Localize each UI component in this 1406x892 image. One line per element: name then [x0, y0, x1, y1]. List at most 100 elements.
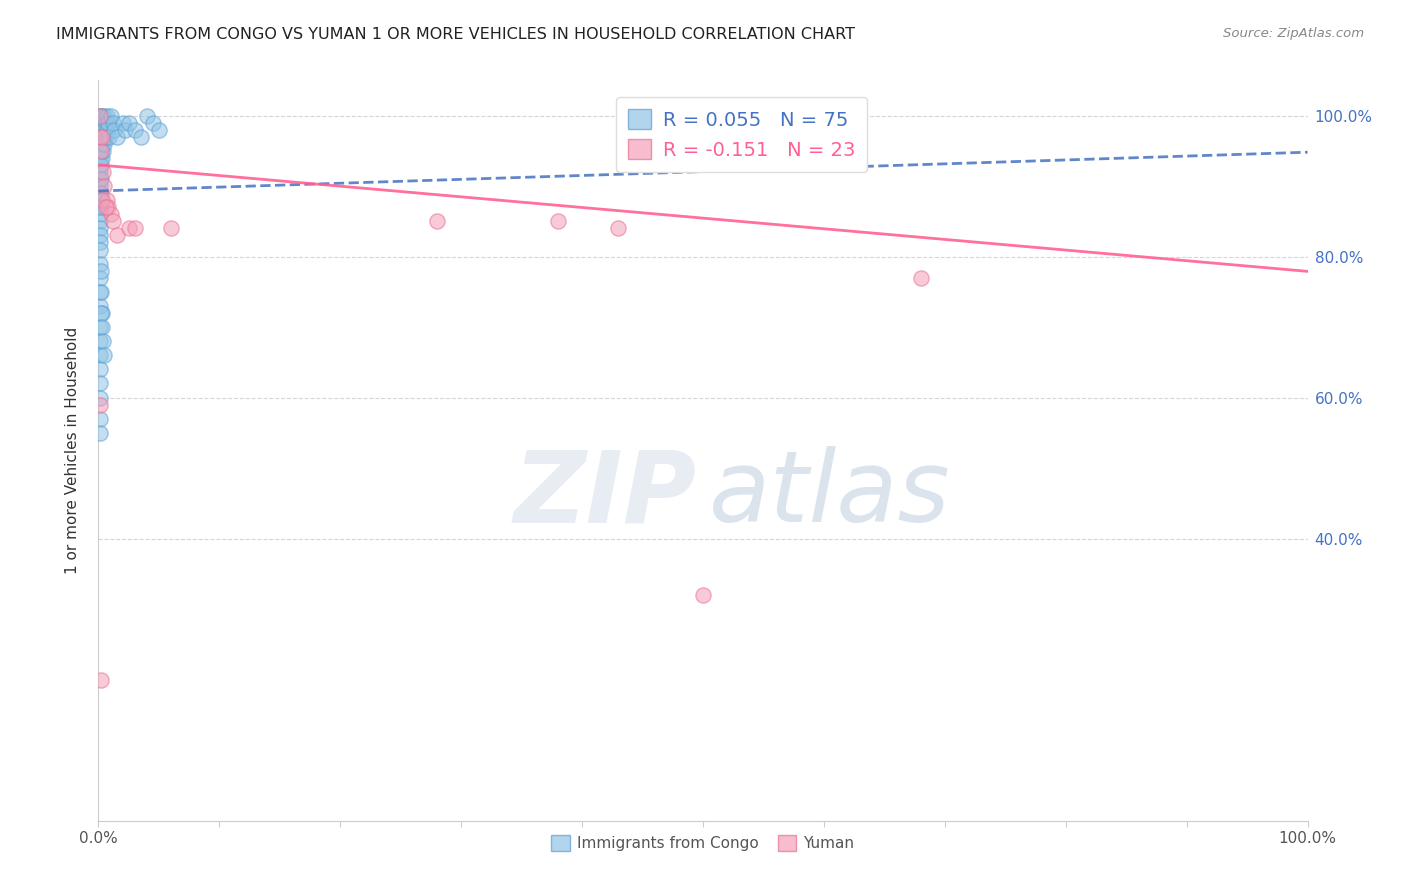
Point [98, 129, 121, 144]
Point [89, 109, 111, 123]
Point [93, 136, 115, 151]
Point [89, 151, 111, 165]
Point [89, 285, 111, 299]
Point [547, 214, 569, 228]
Point [89, 376, 111, 391]
Point [91, 165, 114, 179]
Legend: Immigrants from Congo, Yuman: Immigrants from Congo, Yuman [546, 830, 860, 857]
Point [89, 144, 111, 158]
Point [910, 270, 932, 285]
Point [89, 193, 111, 207]
Point [89, 158, 111, 172]
Point [89, 200, 111, 214]
Point [90, 200, 112, 214]
Point [89, 129, 111, 144]
Point [100, 207, 122, 221]
Point [93, 348, 115, 362]
Point [89, 172, 111, 186]
Point [142, 115, 165, 129]
Point [89, 334, 111, 348]
Point [135, 109, 157, 123]
Point [89, 398, 111, 412]
Point [89, 122, 111, 136]
Point [89, 207, 111, 221]
Point [91, 122, 114, 136]
Point [90, 673, 112, 687]
Point [94, 200, 117, 214]
Point [97, 115, 120, 129]
Point [101, 214, 124, 228]
Point [90, 172, 112, 186]
Point [91, 144, 114, 158]
Point [90, 285, 112, 299]
Point [89, 214, 111, 228]
Point [97, 200, 120, 214]
Point [89, 109, 111, 123]
Point [89, 228, 111, 243]
Point [160, 221, 183, 235]
Y-axis label: 1 or more Vehicles in Household: 1 or more Vehicles in Household [65, 326, 80, 574]
Point [426, 214, 449, 228]
Point [91, 193, 114, 207]
Point [124, 122, 146, 136]
Point [91, 115, 114, 129]
Point [91, 129, 114, 144]
Point [118, 221, 141, 235]
Point [89, 362, 111, 376]
Point [90, 144, 112, 158]
Point [89, 391, 111, 405]
Point [91, 109, 114, 123]
Point [105, 228, 128, 243]
Point [93, 122, 115, 136]
Point [114, 122, 136, 136]
Point [90, 263, 112, 277]
Point [93, 109, 115, 123]
Point [91, 129, 114, 144]
Point [118, 115, 141, 129]
Point [89, 115, 111, 129]
Point [91, 136, 114, 151]
Text: Source: ZipAtlas.com: Source: ZipAtlas.com [1223, 27, 1364, 40]
Point [101, 115, 124, 129]
Point [89, 243, 111, 257]
Point [94, 115, 117, 129]
Point [94, 129, 117, 144]
Point [96, 193, 118, 207]
Point [89, 270, 111, 285]
Point [100, 109, 122, 123]
Point [90, 115, 112, 129]
Point [105, 129, 128, 144]
Point [93, 179, 115, 194]
Point [89, 299, 111, 313]
Point [91, 334, 114, 348]
Point [90, 109, 112, 123]
Point [89, 136, 111, 151]
Point [91, 306, 114, 320]
Point [89, 257, 111, 271]
Point [91, 320, 114, 334]
Point [89, 129, 111, 144]
Point [91, 151, 114, 165]
Point [96, 122, 118, 136]
Point [89, 186, 111, 200]
Point [89, 320, 111, 334]
Point [148, 122, 170, 136]
Point [96, 109, 118, 123]
Point [124, 221, 146, 235]
Point [90, 306, 112, 320]
Point [89, 425, 111, 440]
Text: ZIP: ZIP [515, 446, 697, 543]
Point [90, 144, 112, 158]
Point [89, 221, 111, 235]
Point [90, 158, 112, 172]
Point [90, 129, 112, 144]
Point [111, 115, 134, 129]
Point [89, 165, 111, 179]
Text: atlas: atlas [709, 446, 950, 543]
Point [607, 221, 630, 235]
Point [692, 588, 714, 602]
Point [90, 186, 112, 200]
Point [89, 179, 111, 194]
Point [89, 235, 111, 250]
Point [129, 129, 152, 144]
